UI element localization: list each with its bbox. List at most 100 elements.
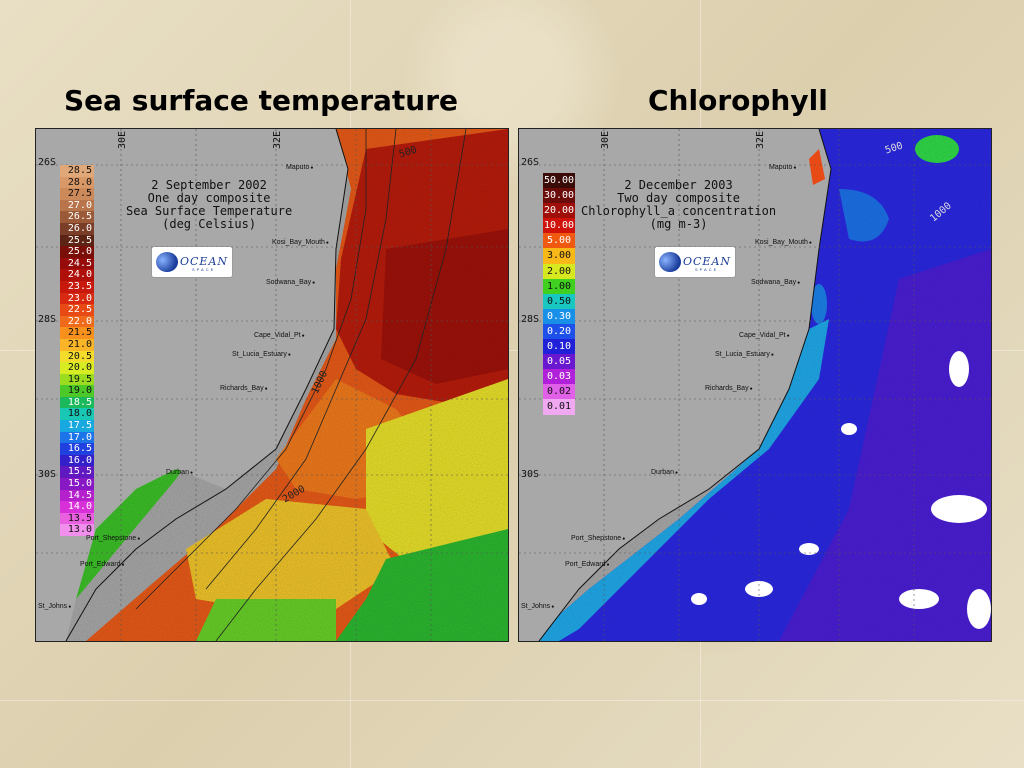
sst-colorbar-swatch: 13.0 xyxy=(60,524,94,536)
sst-colorbar-swatch: 24.5 xyxy=(60,257,94,270)
sst-caption-units: (deg Celsius) xyxy=(162,217,257,231)
sst-colorbar-swatch: 20.5 xyxy=(60,350,94,363)
sst-colorbar-swatch: 15.0 xyxy=(60,478,94,490)
sst-colorbar-swatch: 21.0 xyxy=(60,338,94,351)
chl-colorbar-swatch: 0.10 xyxy=(543,339,575,355)
chl-colorbar-swatch: 0.30 xyxy=(543,308,575,324)
chl-colorbar-swatch: 10.00 xyxy=(543,218,575,234)
chl-cloud-patches xyxy=(691,351,991,629)
sst-colorbar-swatch: 23.0 xyxy=(60,292,94,305)
lon-label-30e: 30E xyxy=(600,130,611,149)
sst-colorbar-swatch: 16.0 xyxy=(60,454,94,467)
logo-text: OCEAN xyxy=(180,255,229,268)
sst-colorbar-swatch: 18.0 xyxy=(60,408,94,421)
chlorophyll-title: Chlorophyll xyxy=(648,84,828,117)
chl-colorbar-swatch: 1.00 xyxy=(543,278,575,294)
place-richards-bay: Richards_Bay xyxy=(220,385,268,392)
place-cape-vidal: Cape_Vidal_Pt xyxy=(254,332,305,339)
sst-colorbar-swatch: 17.5 xyxy=(60,420,94,432)
sst-colorbar-swatch: 22.5 xyxy=(60,304,94,316)
sst-colorbar-swatch: 15.5 xyxy=(60,466,94,479)
logo-subtext: SPACE xyxy=(695,267,719,272)
chl-caption-composite: Two day composite xyxy=(617,191,740,205)
lat-label-30s: 30S xyxy=(38,469,57,480)
sst-colorbar-swatch: 17.0 xyxy=(60,431,94,444)
sst-land xyxy=(36,129,348,641)
chl-land xyxy=(519,129,831,641)
chl-colorbar-swatch: 5.00 xyxy=(543,233,575,249)
sst-map: 28.5 28.0 27.5 27.0 26.5 26.0 25.5 25.0 24.5 24.0… xyxy=(35,128,509,642)
place-maputo: Maputo xyxy=(286,164,313,171)
chl-caption: 2 December 2003 Two day composite Chloro… xyxy=(581,179,776,231)
chl-colorbar-swatch: 0.01 xyxy=(543,399,575,415)
sst-colorbar-swatch: 28.5 xyxy=(60,165,94,177)
chlorophyll-colorbar: 50.00 30.00 20.00 10.00 5.00 3.00 2.00 1.00 0.50… xyxy=(543,173,575,415)
chl-colorbar-swatch: 50.00 xyxy=(543,173,575,189)
place-st-lucia-estuary: St_Lucia_Estuary xyxy=(232,351,291,358)
lon-label-32e: 32E xyxy=(755,130,766,149)
chl-colorbar-swatch: 0.50 xyxy=(543,293,575,309)
place-durban: Durban xyxy=(166,469,193,476)
sst-colorbar-swatch: 26.5 xyxy=(60,211,94,223)
sst-colorbar-swatch: 18.5 xyxy=(60,396,94,409)
sst-colorbar-swatch: 28.0 xyxy=(60,176,94,189)
lat-label-28s: 28S xyxy=(38,314,57,325)
sst-caption-variable: Sea Surface Temperature xyxy=(126,204,293,218)
sst-colorbar-swatch: 26.0 xyxy=(60,222,94,235)
place-port-shepstone: Port_Shepstone xyxy=(571,535,625,542)
sst-colorbar-swatch: 27.0 xyxy=(60,199,94,212)
ocean-space-logo-icon xyxy=(156,252,178,272)
chl-caption-units: (mg m-3) xyxy=(649,217,708,231)
sst-colorbar-swatch: 19.0 xyxy=(60,385,94,397)
chl-colorbar-swatch: 0.05 xyxy=(543,354,575,370)
chl-colorbar-swatch: 30.00 xyxy=(543,188,575,204)
sst-title: Sea surface temperature xyxy=(64,84,459,117)
chl-colorbar-swatch: 0.02 xyxy=(543,384,575,400)
chl-colorbar-swatch: 2.00 xyxy=(543,263,575,279)
sst-colorbar-swatch: 14.5 xyxy=(60,489,94,502)
sst-gridlines xyxy=(36,129,508,641)
sst-isobath-500 xyxy=(135,129,367,610)
lat-label-30s: 30S xyxy=(521,469,540,480)
place-kosi-bay-mouth: Kosi_Bay_Mouth xyxy=(272,239,329,246)
lat-label-26s: 26S xyxy=(38,157,57,168)
place-sodwana-bay: Sodwana_Bay xyxy=(266,279,315,286)
logo-subtext: SPACE xyxy=(192,267,216,272)
chlorophyll-map: 50.00 30.00 20.00 10.00 5.00 3.00 2.00 1.00 0.50… xyxy=(518,128,992,642)
logo-text: OCEAN xyxy=(683,255,732,268)
place-port-edward: Port_Edward xyxy=(80,561,125,568)
lon-label-32e: 32E xyxy=(272,130,283,149)
place-port-shepstone: Port_Shepstone xyxy=(86,535,140,542)
sst-isobath-1000 xyxy=(205,129,397,590)
place-maputo: Maputo xyxy=(769,164,796,171)
place-st-johns: St_Johns xyxy=(521,603,554,610)
ocean-space-logo: OCEAN SPACE xyxy=(655,247,735,277)
place-richards-bay: Richards_Bay xyxy=(705,385,753,392)
sst-colorbar-swatch: 16.5 xyxy=(60,443,94,455)
sst-colorbar-swatch: 25.5 xyxy=(60,234,94,247)
sst-colorbar-swatch: 25.0 xyxy=(60,246,94,258)
sst-isobath-2000 xyxy=(215,129,467,641)
chl-colorbar-swatch: 20.00 xyxy=(543,203,575,219)
sst-colorbar-swatch: 21.5 xyxy=(60,327,94,339)
lon-label-30e: 30E xyxy=(117,130,128,149)
place-sodwana-bay: Sodwana_Bay xyxy=(751,279,800,286)
sst-colorbar-swatch: 13.5 xyxy=(60,512,94,525)
sst-colorbar-swatch: 27.5 xyxy=(60,188,94,200)
background-seam xyxy=(0,700,1024,701)
ocean-space-logo: OCEAN SPACE xyxy=(152,247,232,277)
background-seam xyxy=(0,350,1024,351)
sst-caption: 2 September 2002 One day composite Sea S… xyxy=(126,179,292,231)
place-durban: Durban xyxy=(651,469,678,476)
sst-colorbar-swatch: 24.0 xyxy=(60,269,94,281)
chl-colorbar-swatch: 3.00 xyxy=(543,248,575,264)
sst-colorbar-swatch: 14.0 xyxy=(60,501,94,513)
place-port-edward: Port_Edward xyxy=(565,561,610,568)
chl-colorbar-swatch: 0.03 xyxy=(543,369,575,385)
sst-colorbar-swatch: 20.0 xyxy=(60,362,94,374)
sst-colorbar: 28.5 28.0 27.5 27.0 26.5 26.0 25.5 25.0 24.5 24.0… xyxy=(60,165,94,536)
sst-map-graphic xyxy=(36,129,508,641)
sst-caption-date: 2 September 2002 xyxy=(151,178,267,192)
chl-maputo-red xyxy=(809,149,825,185)
sst-colorbar-swatch: 19.5 xyxy=(60,373,94,386)
